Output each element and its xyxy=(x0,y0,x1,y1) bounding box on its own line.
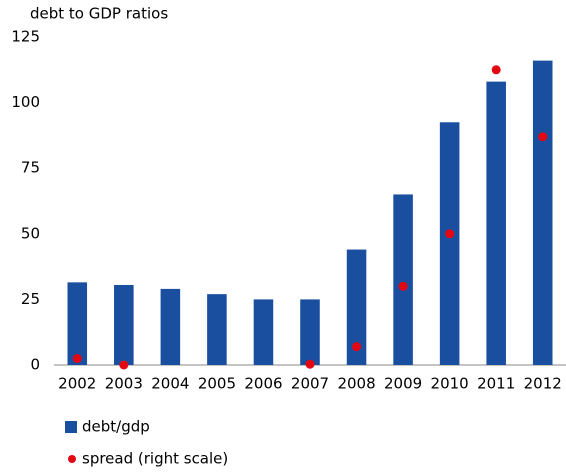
x-tick-label: 2004 xyxy=(151,375,189,393)
legend-swatch xyxy=(68,455,76,463)
x-tick-label: 2011 xyxy=(477,375,515,393)
bar xyxy=(300,299,320,365)
x-tick-label: 2006 xyxy=(244,375,282,393)
chart-title: debt to GDP ratios xyxy=(30,5,168,23)
x-tick-label: 2008 xyxy=(337,375,375,393)
dot xyxy=(538,132,548,142)
bar xyxy=(67,282,88,365)
bar xyxy=(114,284,134,365)
bar xyxy=(439,122,460,365)
dot xyxy=(352,342,362,352)
x-tick-label: 2007 xyxy=(291,375,329,393)
dot xyxy=(72,353,82,363)
bar xyxy=(393,194,413,365)
dot xyxy=(305,359,315,369)
y-tick-label: 50 xyxy=(21,224,40,242)
bar xyxy=(486,81,506,365)
x-tick-label: 2005 xyxy=(198,375,236,393)
bar xyxy=(160,288,181,365)
dot xyxy=(119,360,129,370)
legend-label: debt/gdp xyxy=(82,418,150,436)
dot xyxy=(398,281,408,291)
legend-label: spread (right scale) xyxy=(82,450,228,468)
x-tick-label: 2012 xyxy=(524,375,562,393)
dot xyxy=(491,65,501,75)
x-tick-label: 2010 xyxy=(431,375,469,393)
y-tick-label: 125 xyxy=(11,28,40,46)
legend-swatch xyxy=(65,421,77,433)
bar xyxy=(346,249,367,365)
y-tick-label: 75 xyxy=(21,159,40,177)
y-tick-label: 100 xyxy=(11,93,40,111)
x-tick-label: 2003 xyxy=(105,375,143,393)
bar xyxy=(207,294,227,365)
y-tick-label: 25 xyxy=(21,290,40,308)
x-tick-label: 2002 xyxy=(58,375,96,393)
x-tick-label: 2009 xyxy=(384,375,422,393)
bar xyxy=(253,299,274,365)
y-tick-label: 0 xyxy=(30,356,40,374)
bar xyxy=(532,60,553,366)
dot xyxy=(445,229,455,239)
